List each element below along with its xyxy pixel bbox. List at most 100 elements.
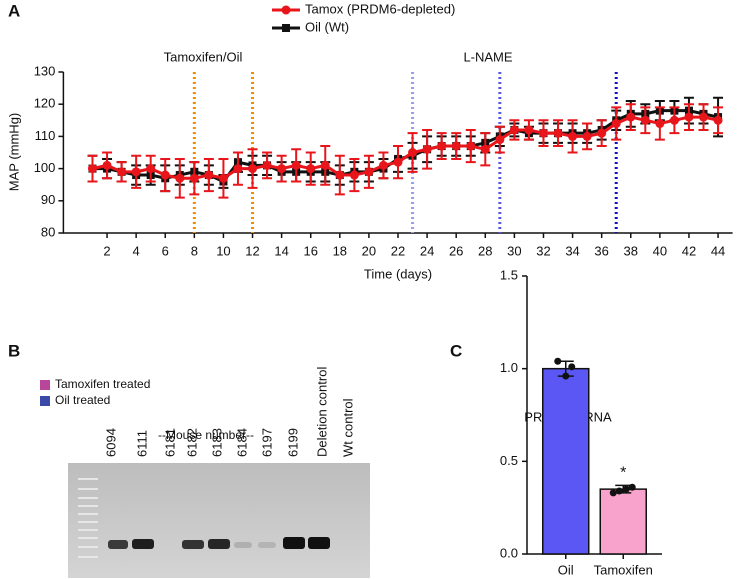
x-tick-label: 14 (274, 243, 288, 258)
data-point (622, 485, 630, 493)
point (204, 170, 214, 180)
x-tick-label: 20 (362, 243, 376, 258)
annotation: Tamoxifen/Oil (164, 49, 243, 64)
point (553, 128, 563, 138)
point (306, 164, 316, 174)
point (102, 160, 112, 170)
bar (599, 488, 647, 555)
x-tick-label: 16 (303, 243, 317, 258)
point (131, 167, 141, 177)
point (189, 173, 199, 183)
y-tick-label: 120 (34, 96, 56, 111)
legend-label: Tamoxifen treated (55, 377, 150, 391)
y-axis-title: MAP (mmHg) (6, 113, 21, 191)
x-tick-label: 18 (333, 243, 347, 258)
data-point (554, 357, 562, 365)
point (146, 164, 156, 174)
point (524, 125, 534, 135)
point (480, 144, 490, 154)
point (277, 164, 287, 174)
point (713, 115, 723, 125)
x-tick-label: 22 (391, 243, 405, 258)
panel-label: C (450, 341, 462, 360)
x-tick-label: 38 (624, 243, 638, 258)
lane-label: 6111 (134, 430, 149, 457)
point (582, 131, 592, 141)
legend-label: Oil treated (55, 393, 110, 407)
point (640, 115, 650, 125)
x-tick-label: 28 (478, 243, 492, 258)
lane-label: 6181 (162, 428, 177, 457)
point (495, 135, 505, 145)
point (437, 141, 447, 151)
lane-label: 6199 (285, 428, 300, 457)
x-tick-label: 2 (103, 243, 110, 258)
point (291, 160, 301, 170)
lane-label: 6182 (184, 428, 199, 457)
point (699, 112, 709, 122)
point (568, 131, 578, 141)
lane-label: Wt control (340, 398, 355, 457)
panel-label: A (8, 1, 20, 20)
x-tick-label: 40 (653, 243, 667, 258)
x-tick-label: 24 (420, 243, 434, 258)
point (597, 128, 607, 138)
y-tick-label: 1.0 (500, 360, 518, 375)
data-point (615, 487, 623, 495)
point (408, 148, 418, 157)
point (160, 170, 170, 180)
point (684, 112, 694, 122)
point (422, 144, 432, 154)
point (233, 164, 243, 174)
lane-label: 6197 (259, 428, 274, 457)
point (175, 173, 185, 183)
point (218, 173, 228, 183)
lane-label: 6183 (209, 428, 224, 457)
y-tick-label: 1.5 (500, 267, 518, 282)
point (262, 160, 272, 170)
panel-label: B (8, 341, 20, 360)
y-tick-label: 90 (41, 192, 55, 207)
lane-label: Deletion control (314, 367, 329, 457)
gel-title: --Mouse number-- (158, 428, 254, 442)
point (320, 160, 330, 170)
point (538, 128, 548, 138)
x-tick-label: 26 (449, 243, 463, 258)
y-tick-label: 130 (34, 63, 56, 78)
x-tick-label: Tamoxifen (594, 562, 653, 577)
x-tick-label: 34 (565, 243, 579, 258)
point (349, 170, 359, 180)
point (509, 125, 519, 135)
gel-ladder (78, 478, 98, 558)
point (466, 141, 476, 151)
bar (542, 367, 590, 555)
x-tick-label: 8 (191, 243, 198, 258)
annotation: L-NAME (463, 49, 512, 64)
y-tick-label: 0.0 (500, 545, 518, 560)
x-tick-label: 32 (536, 243, 550, 258)
x-tick-label: Oil (558, 562, 574, 577)
point (655, 119, 665, 129)
x-tick-label: 10 (216, 243, 230, 258)
gel-image (68, 463, 370, 578)
y-tick-label: 80 (41, 224, 55, 239)
legend-marker (281, 5, 291, 15)
point (117, 167, 127, 177)
point (393, 157, 403, 167)
x-tick-label: 44 (711, 243, 725, 258)
legend-label: Oil (Wt) (305, 19, 349, 34)
point (626, 112, 636, 122)
data-point (628, 483, 636, 491)
point (378, 160, 388, 170)
y-tick-label: 100 (34, 160, 56, 175)
legend-swatch (40, 380, 50, 390)
point (248, 164, 258, 174)
point (364, 167, 374, 177)
lane-label: 6184 (234, 428, 249, 457)
point (669, 115, 679, 125)
data-point (609, 489, 617, 497)
gel-bands (108, 537, 330, 549)
x-tick-label: 4 (133, 243, 140, 258)
annotation: * (620, 465, 626, 482)
